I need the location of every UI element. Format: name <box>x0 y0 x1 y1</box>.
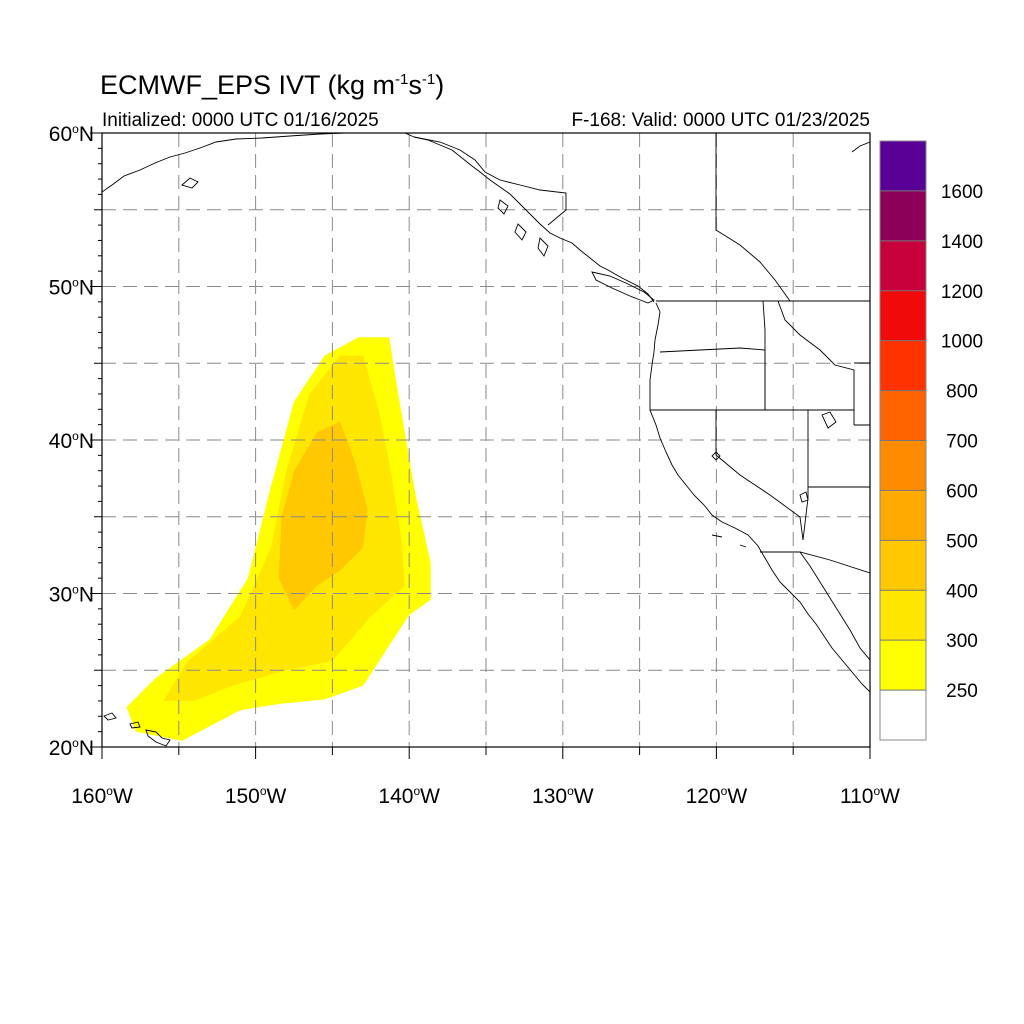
lon-label: 160oW <box>71 784 133 808</box>
chart-title: ECMWF_EPS IVT (kg m-1s-1) <box>100 70 445 100</box>
colorbar-label: 500 <box>946 531 978 552</box>
ivt-contour-400 <box>278 421 368 611</box>
valid-time-label: F-168: Valid: 0000 UTC 01/23/2025 <box>571 110 870 131</box>
lon-label: 130oW <box>532 784 594 808</box>
colorbar-label: 300 <box>946 631 978 652</box>
us-mexico-border <box>760 551 870 574</box>
lat-label: 20oN <box>49 736 94 760</box>
utah-wy-border <box>854 362 870 426</box>
colorbar-box <box>880 340 926 391</box>
great-salt-lake <box>821 411 837 429</box>
lat-label: 30oN <box>49 583 94 607</box>
colorbar-label: 1600 <box>941 182 983 203</box>
colorbar-label: 700 <box>946 432 978 453</box>
alaska-canada-border <box>413 136 567 226</box>
colorbar-label: 800 <box>946 382 978 403</box>
colorbar-label: 600 <box>946 481 978 502</box>
vancouver-island <box>591 271 655 304</box>
channel-islands <box>711 534 747 548</box>
hawaii-islands <box>103 712 171 747</box>
coastlines <box>102 133 870 747</box>
colorbar-label: 400 <box>946 581 978 602</box>
ne-coast <box>851 141 870 153</box>
colorbar-label: 1000 <box>941 332 983 353</box>
colorbar: 250 300 400 500 600 700 800 1000 1200 1400 1600 <box>879 140 983 741</box>
alberta-bc-border <box>715 133 791 302</box>
lake-mead <box>799 491 809 503</box>
colorbar-box <box>880 590 926 641</box>
ca-nv-border <box>715 410 804 541</box>
alexander-archipelago-2 <box>514 223 527 241</box>
colorbar-box <box>880 640 926 691</box>
pacific-coast <box>649 302 870 693</box>
colorbar-box <box>880 190 926 241</box>
wa-or-border <box>659 347 766 410</box>
ivt-field <box>126 337 431 741</box>
nv-az-border <box>802 410 809 541</box>
colorbar-box <box>880 141 926 191</box>
colorbar-label: 1200 <box>941 282 983 303</box>
initialized-label: Initialized: 0000 UTC 01/16/2025 <box>102 110 379 131</box>
colorbar-box <box>880 690 926 740</box>
alaska-coast <box>102 133 655 303</box>
colorbar-box <box>880 240 926 291</box>
colorbar-box <box>880 440 926 491</box>
idaho-west-border <box>762 300 766 410</box>
axis-labels: 60oN 50oN 40oN 30oN 20oN 160oW 150oW 140oW 130oW… <box>49 122 900 808</box>
political-borders <box>413 133 870 574</box>
idaho-montana-border <box>777 300 855 425</box>
alexander-archipelago-1 <box>497 199 509 215</box>
lat-label: 50oN <box>49 276 94 300</box>
colorbar-box <box>880 540 926 591</box>
colorbar-box <box>880 490 926 541</box>
haida-gwaii <box>537 237 549 257</box>
plot-frame <box>90 132 871 759</box>
kodiak-island <box>181 177 199 189</box>
lake-tahoe <box>711 451 721 461</box>
lat-label: 60oN <box>49 122 94 146</box>
lon-label: 150oW <box>225 784 287 808</box>
colorbar-label: 250 <box>946 681 978 702</box>
gulf-california-coast <box>799 551 870 661</box>
colorbar-box <box>880 290 926 341</box>
colorbar-box <box>880 390 926 441</box>
lon-label: 140oW <box>378 784 440 808</box>
lon-label: 120oW <box>686 784 748 808</box>
colorbar-label: 1400 <box>941 232 983 253</box>
lon-label: 110oW <box>840 784 900 808</box>
lat-label: 40oN <box>49 429 94 453</box>
